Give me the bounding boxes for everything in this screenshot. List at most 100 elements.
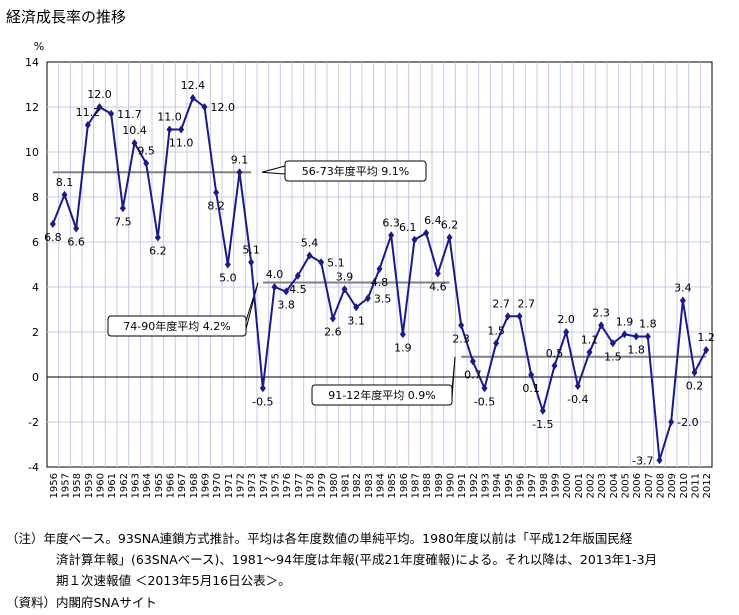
- average-callout-label: 91-12年度平均 0.9%: [328, 388, 435, 402]
- data-label: 12.0: [211, 101, 236, 114]
- data-label: 6.2: [441, 219, 459, 232]
- data-point: [131, 139, 138, 147]
- x-tick-label: 1990: [446, 473, 457, 498]
- x-tick-label: 1962: [119, 473, 130, 498]
- x-tick-label: 1969: [201, 473, 212, 498]
- data-label: 12.0: [87, 88, 112, 101]
- data-label: 10.4: [122, 124, 147, 137]
- note-line-3: 期１次速報値 ＜2013年5月16日公表＞。: [56, 573, 291, 588]
- data-label: 0.2: [686, 380, 704, 393]
- data-point: [481, 384, 488, 393]
- y-tick-label: 8: [32, 191, 39, 204]
- data-point: [166, 125, 173, 134]
- x-tick-label: 1965: [154, 473, 165, 498]
- data-point: [388, 231, 395, 240]
- data-label: 4.5: [289, 283, 307, 296]
- data-point: [154, 233, 161, 242]
- x-tick-label: 1998: [539, 473, 550, 498]
- data-point: [306, 251, 313, 260]
- data-point: [224, 260, 231, 269]
- data-point: [668, 418, 675, 426]
- data-label: 11.2: [76, 106, 101, 119]
- x-tick-label: 1980: [329, 473, 340, 498]
- data-point: [691, 368, 698, 377]
- average-callout-label: 56-73年度平均 9.1%: [302, 164, 409, 178]
- y-tick-label: 6: [32, 236, 39, 249]
- data-label: 3.5: [374, 292, 392, 305]
- data-label: -0.5: [252, 395, 273, 408]
- x-tick-label: 1994: [492, 473, 503, 498]
- data-label: 12.4: [181, 79, 206, 92]
- data-point: [411, 235, 418, 244]
- x-tick-label: 2000: [562, 473, 573, 498]
- y-tick-label: 0: [32, 371, 39, 384]
- x-tick-label: 1961: [107, 473, 118, 498]
- x-tick-label: 1981: [341, 473, 352, 498]
- data-point: [609, 339, 616, 348]
- data-point: [73, 224, 80, 233]
- data-point: [493, 339, 500, 348]
- x-tick-label: 2009: [667, 473, 678, 498]
- data-label: -0.5: [474, 395, 495, 408]
- x-tick-label: 1991: [457, 473, 468, 498]
- data-label: 8.1: [56, 176, 74, 189]
- data-point: [259, 384, 266, 393]
- data-point: [364, 294, 371, 303]
- data-label: 0.7: [464, 368, 482, 381]
- x-tick-label: 1992: [469, 473, 480, 498]
- y-tick-label: 2: [32, 326, 39, 339]
- data-point: [586, 348, 593, 357]
- data-label: 0.1: [522, 382, 540, 395]
- data-label: 1.9: [616, 315, 634, 328]
- data-label: 9.5: [137, 144, 155, 157]
- x-tick-label: 2001: [574, 473, 585, 498]
- data-label: 5.1: [327, 256, 345, 269]
- x-tick-label: 2007: [644, 473, 655, 498]
- x-tick-label: 1960: [96, 473, 107, 498]
- data-point: [178, 125, 185, 134]
- data-point: [271, 283, 278, 291]
- data-point: [49, 220, 56, 228]
- x-tick-label: 1984: [376, 473, 387, 498]
- note-line-2: 済計算年報」(63SNAベース)、1981～94年度は年報(平成21年度確報)に…: [56, 552, 658, 567]
- x-tick-label: 1967: [177, 473, 188, 498]
- x-tick-label: 1996: [516, 473, 527, 498]
- data-point: [621, 330, 628, 339]
- x-tick-label: 1989: [434, 473, 445, 498]
- x-tick-label: 1968: [189, 473, 200, 498]
- data-label: 1.5: [604, 350, 622, 363]
- data-label: -3.7: [632, 454, 653, 467]
- data-label: 5.4: [301, 237, 319, 250]
- x-tick-label: 1983: [364, 473, 375, 498]
- y-tick-label: 10: [25, 146, 39, 159]
- data-label: 6.4: [424, 214, 442, 227]
- x-tick-label: 1958: [72, 473, 83, 498]
- x-tick-label: 1972: [236, 473, 247, 498]
- data-point: [516, 312, 523, 321]
- data-label: 6.6: [67, 236, 85, 249]
- data-label: 6.2: [149, 245, 167, 258]
- growth-rate-chart: -4 -2 0 2 4 6 8 10 12 14% 1956 1957 1958 1959 1960 1961…: [25, 40, 715, 498]
- data-label: 4.0: [266, 268, 284, 281]
- data-point: [598, 321, 605, 330]
- note-line-1: （注）年度ベース。93SNA連鎖方式推計。平均は各年度数値の単純平均。1980年…: [6, 531, 633, 546]
- data-point: [61, 190, 68, 199]
- data-label: 2.3: [592, 306, 610, 319]
- data-point: [644, 332, 651, 341]
- y-tick-label: 14: [25, 56, 39, 69]
- x-tick-label: 1995: [504, 473, 515, 498]
- y-tick-label: 12: [25, 101, 39, 114]
- data-label: 2.3: [452, 332, 470, 345]
- x-tick-label: 2005: [621, 473, 632, 498]
- data-label: 2.7: [518, 297, 536, 310]
- data-label: 9.1: [231, 153, 249, 166]
- data-label: 4.6: [429, 281, 447, 294]
- data-label: 11.0: [157, 111, 182, 124]
- data-point: [318, 258, 325, 267]
- data-label: 3.4: [674, 282, 692, 295]
- data-point: [119, 204, 126, 213]
- data-label: 6.8: [44, 231, 62, 244]
- data-point: [504, 312, 511, 321]
- x-tick-label: 1963: [131, 473, 142, 498]
- chart-title: 経済成長率の推移: [6, 8, 127, 26]
